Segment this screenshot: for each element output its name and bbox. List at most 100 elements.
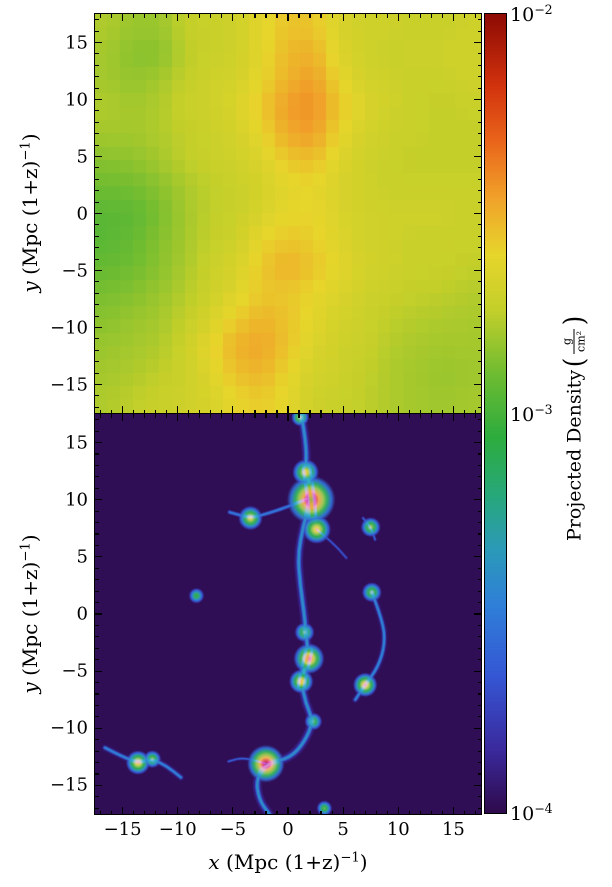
tick-mark [95,430,99,432]
tick-mark [474,41,481,44]
tick-mark [95,750,99,752]
tick-mark [155,409,157,413]
tick-mark [477,761,481,764]
tick-mark [110,14,113,18]
tick-mark [477,510,481,512]
tick-mark [441,414,443,418]
tick-mark [353,409,355,413]
heatmap-bottom-canvas [95,414,481,814]
tick-mark [477,30,481,32]
tick-mark [477,533,481,535]
tick-mark [386,14,388,18]
y-tick-label: −15 [50,774,88,796]
y-tick-label: 10 [65,489,88,511]
tick-mark [95,727,102,729]
tick-mark [309,14,311,18]
tick-mark [95,761,99,764]
tick-mark [477,304,481,306]
tick-mark [110,409,113,413]
x-tick-label: 10 [386,819,410,840]
tick-mark [419,409,421,413]
tick-mark [430,414,432,418]
colorbar-unit-numerator: g [560,337,574,345]
tick-mark [121,807,124,814]
tick-mark [95,647,99,649]
tick-mark [95,292,99,294]
tick-mark [95,19,99,21]
tick-mark [232,14,234,21]
tick-mark [95,510,99,512]
tick-mark [99,409,102,413]
x-axis-label: x (Mpc (1+z)−1) [208,850,367,874]
tick-mark [477,224,481,226]
tick-mark [430,409,432,413]
tick-mark [342,14,344,21]
tick-mark [95,693,99,695]
tick-mark [95,269,102,272]
tick-mark [331,810,333,814]
tick-mark [243,14,245,18]
tick-mark [210,810,212,814]
tick-mark [477,281,481,283]
tick-mark [166,14,168,18]
tick-mark [121,414,124,421]
tick-mark [375,409,377,413]
y-axis-rest-bottom: (Mpc (1+z) [18,561,42,683]
tick-mark [397,807,399,814]
tick-mark [364,409,366,413]
tick-mark [298,414,300,418]
tick-mark [95,796,99,798]
tick-mark [331,14,333,18]
tick-mark [477,201,481,203]
tick-mark [477,419,481,421]
tick-mark [298,810,300,814]
tick-mark [452,807,455,814]
tick-mark [477,406,481,408]
tick-mark [95,383,102,386]
colorbar-panel [484,13,507,814]
tick-mark [331,414,333,418]
tick-mark [353,810,355,814]
tick-mark [474,409,477,413]
tick-mark [210,14,212,18]
tick-mark [408,414,410,418]
tick-mark [477,464,481,467]
tick-mark [144,414,146,418]
tick-mark [474,98,481,101]
tick-mark [221,810,223,814]
tick-mark [477,372,481,374]
tick-mark [320,14,322,18]
tick-mark [199,14,201,18]
tick-mark [121,14,124,21]
tick-mark [375,414,377,418]
tick-mark [221,14,223,18]
tick-mark [386,414,388,418]
tick-mark [243,414,245,418]
tick-mark [477,87,481,89]
tick-mark [144,810,146,814]
tick-mark [110,414,113,418]
tick-mark [477,681,481,684]
tick-mark [474,727,481,729]
y-axis-var-bottom: y [18,682,42,694]
y-tick-label: 15 [65,432,88,454]
colorbar-unit-denominator: cm² [573,328,588,354]
tick-mark [188,14,190,18]
tick-mark [95,190,99,192]
tick-mark [375,810,377,814]
tick-mark [474,810,477,814]
tick-mark [474,613,481,615]
tick-mark [309,810,311,814]
tick-mark [95,41,102,44]
top-panel [94,13,482,414]
tick-mark [221,414,223,418]
tick-mark [99,414,102,418]
tick-mark [477,167,481,169]
tick-mark [419,14,421,18]
tick-mark [254,810,256,814]
tick-mark [477,76,481,78]
tick-mark [95,349,99,351]
tick-mark [254,414,256,418]
tick-mark [474,14,477,18]
